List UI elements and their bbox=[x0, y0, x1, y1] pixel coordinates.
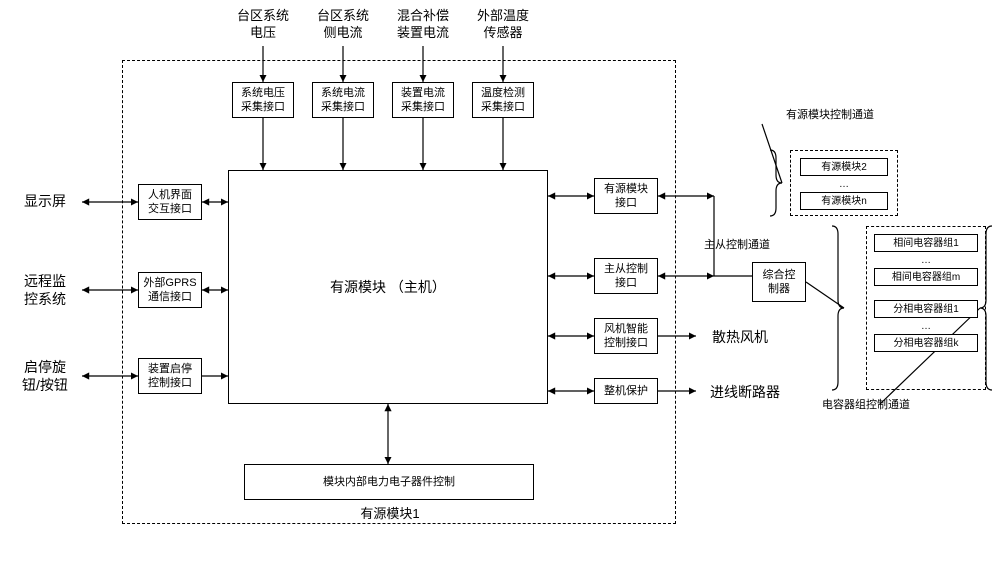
amd: … bbox=[800, 178, 888, 191]
cap-sd: … bbox=[874, 320, 978, 333]
int-ctrl: 综合控 制器 bbox=[752, 262, 806, 302]
ext-remote: 远程监 控系统 bbox=[10, 272, 80, 308]
am2: 有源模块2 bbox=[800, 158, 888, 176]
ext-breaker: 进线断路器 bbox=[700, 383, 790, 401]
if-active: 有源模块 接口 bbox=[594, 178, 658, 214]
if-start: 装置启停 控制接口 bbox=[138, 358, 202, 394]
cap-ch-lbl: 电容器组控制通道 bbox=[806, 398, 926, 412]
amn: 有源模块n bbox=[800, 192, 888, 210]
pe-ctrl: 模块内部电力电子器件控制 bbox=[244, 464, 534, 500]
if-ms: 主从控制 接口 bbox=[594, 258, 658, 294]
if-scurr: 系统电流 采集接口 bbox=[312, 82, 374, 118]
if-fan: 风机智能 控制接口 bbox=[594, 318, 658, 354]
if-temp: 温度检测 采集接口 bbox=[472, 82, 534, 118]
if-prot: 整机保护 bbox=[594, 378, 658, 404]
if-hmi: 人机界面 交互接口 bbox=[138, 184, 202, 220]
cap-pm: 相间电容器组m bbox=[874, 268, 978, 286]
ext-btn: 启停旋 钮/按钮 bbox=[10, 358, 80, 394]
cap-sk: 分相电容器组k bbox=[874, 334, 978, 352]
ext-display: 显示屏 bbox=[10, 192, 80, 210]
if-dcurr: 装置电流 采集接口 bbox=[392, 82, 454, 118]
ext-volt: 台区系统 电压 bbox=[228, 8, 298, 42]
mod1-cap: 有源模块1 bbox=[340, 506, 440, 523]
am-ch-lbl: 有源模块控制通道 bbox=[770, 108, 890, 122]
cap-s1: 分相电容器组1 bbox=[874, 300, 978, 318]
cap-p1: 相间电容器组1 bbox=[874, 234, 978, 252]
ext-dcurr: 混合补偿 装置电流 bbox=[388, 8, 458, 42]
center: 有源模块 （主机） bbox=[228, 170, 548, 404]
cap-pd: … bbox=[874, 254, 978, 267]
if-gprs: 外部GPRS 通信接口 bbox=[138, 272, 202, 308]
ext-fan: 散热风机 bbox=[700, 328, 780, 346]
ext-scurr: 台区系统 侧电流 bbox=[308, 8, 378, 42]
ext-temp: 外部温度 传感器 bbox=[468, 8, 538, 42]
ms-ch-lbl: 主从控制通道 bbox=[692, 238, 782, 252]
if-volt: 系统电压 采集接口 bbox=[232, 82, 294, 118]
